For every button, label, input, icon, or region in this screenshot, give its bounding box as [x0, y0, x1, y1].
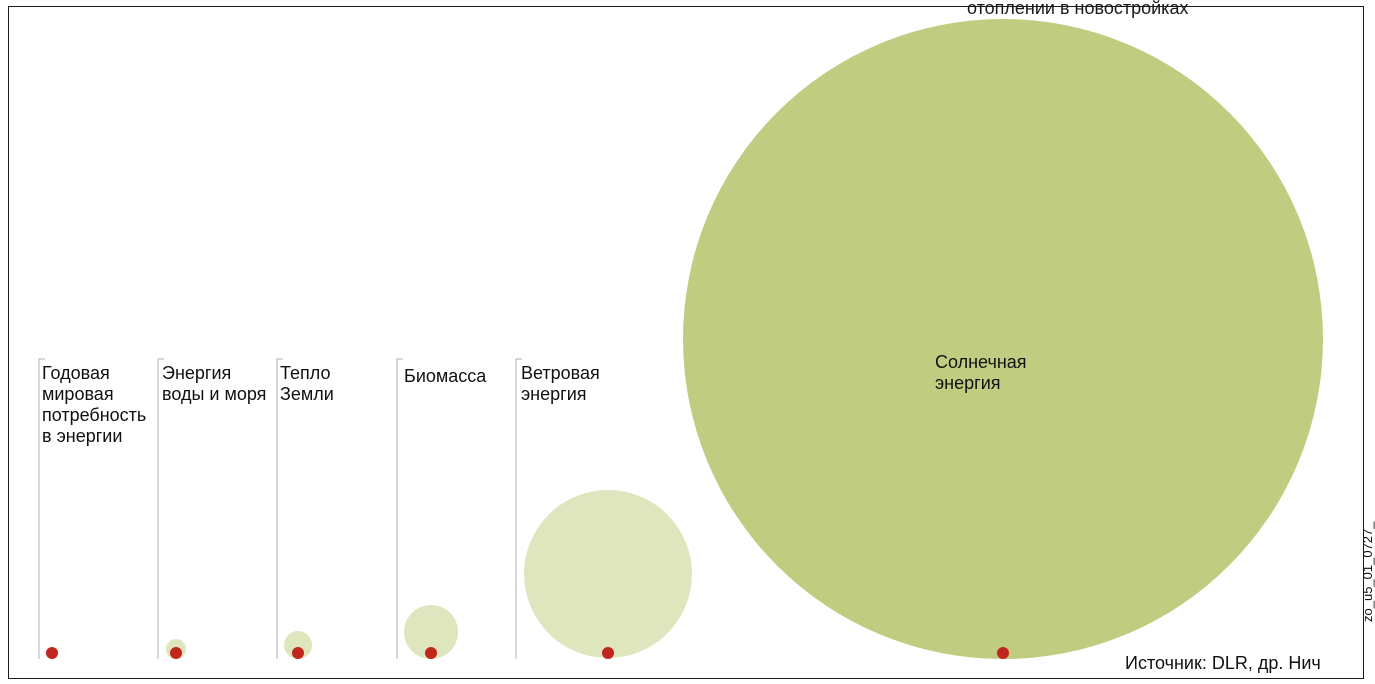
- circle-wind: [524, 490, 692, 658]
- bracket-water: [157, 358, 164, 659]
- label-demand: Годовая мировая потребность в энергии: [42, 363, 147, 446]
- diagram-frame: отоплении в новостройках: [8, 0, 1364, 679]
- source-note: Источник: DLR, др. Нич: [1125, 653, 1321, 673]
- dot-geothermal: [292, 647, 304, 659]
- label-geothermal: Тепло Земли: [280, 363, 334, 404]
- label-biomass: Биомасса: [404, 366, 487, 386]
- header-partial-text: отоплении в новостройках: [967, 0, 1189, 18]
- image-code: zo_u5_01_0727_: [1360, 521, 1375, 623]
- dot-water: [170, 647, 182, 659]
- circle-geothermal: [284, 631, 312, 659]
- bracket-demand: [38, 358, 45, 659]
- label-water: Энергия воды и моря: [162, 363, 267, 404]
- bracket-biomass: [396, 358, 403, 659]
- dot-wind: [602, 647, 614, 659]
- bracket-geothermal: [276, 358, 283, 659]
- dot-demand: [46, 647, 58, 659]
- dot-biomass: [425, 647, 437, 659]
- label-wind: Ветровая энергия: [521, 363, 600, 404]
- dot-solar: [997, 647, 1009, 659]
- circle-biomass: [404, 605, 458, 659]
- label-solar: Солнечная энергия: [935, 352, 1027, 393]
- bracket-wind: [515, 358, 522, 659]
- circle-solar: [683, 19, 1323, 659]
